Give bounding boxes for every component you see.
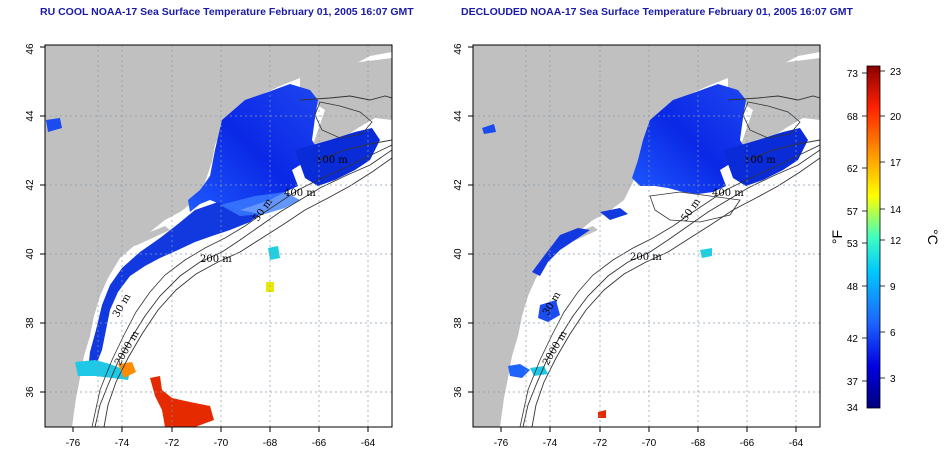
right-sst-shelf-strip <box>532 228 590 276</box>
right-lat-tick: 46 <box>453 43 464 55</box>
left-map-title: RU COOL NOAA-17 Sea Surface Temperature … <box>40 6 414 18</box>
colorbar-fahrenheit-tick: 37 <box>847 377 859 388</box>
left-lon-tick: -72 <box>165 438 180 449</box>
right-contour-label-400m: 400 m <box>712 188 744 199</box>
colorbar-fahrenheit-tick: 42 <box>847 334 859 345</box>
colorbar-fahrenheit-tick: 68 <box>847 112 859 123</box>
colorbar-fahrenheit-tick: 53 <box>847 239 859 250</box>
right-lon-tick: -72 <box>593 438 608 449</box>
right-sst-georges-bank <box>723 128 808 186</box>
left-contour-label-400m: 400 m <box>284 188 316 199</box>
left-contour-gom-loop <box>314 101 373 139</box>
left-land-mass <box>45 45 392 427</box>
left-sst-cyan-spot <box>268 246 280 260</box>
left-sst-gulf-stream-red <box>150 376 214 427</box>
left-sst-scatter-north <box>220 192 300 216</box>
colorbar-celsius-tick: 14 <box>890 205 902 216</box>
right-contour-label-100m: 100 m <box>744 155 776 166</box>
left-lon-tick: -68 <box>263 438 278 449</box>
left-lon-tick: -76 <box>66 438 81 449</box>
left-lat-tick: 46 <box>25 43 36 55</box>
left-contour-2000m <box>103 157 392 427</box>
colorbar-fahrenheit-tick: 48 <box>847 282 859 293</box>
right-lon-tick: -64 <box>789 438 804 449</box>
left-contour-200m <box>94 149 392 427</box>
right-lat-tick: 38 <box>453 317 464 329</box>
right-sst-nantucket <box>482 124 496 134</box>
right-contour-inner-loop <box>649 191 741 223</box>
left-sst-georges-bank <box>295 128 380 186</box>
right-map-frame <box>472 44 821 428</box>
colorbar-celsius-tick: 20 <box>890 112 902 123</box>
right-contour-gom-loop <box>742 101 801 139</box>
left-contour-100m <box>299 95 392 161</box>
left-lat-tick: 40 <box>25 248 36 260</box>
colorbar-celsius-tick: 6 <box>890 328 896 339</box>
right-land-mass <box>473 45 820 427</box>
right-grid <box>473 45 820 427</box>
left-lon-tick: -70 <box>214 438 229 449</box>
colorbar: 73 68 62 57 53 48 42 37 34 23 20 17 14 1… <box>829 65 941 414</box>
left-lon-tick: -74 <box>115 438 130 449</box>
colorbar-gradient <box>866 65 881 409</box>
colorbar-fahrenheit-tick: 34 <box>847 403 859 414</box>
right-sst-cyan-spot-2 <box>700 248 712 258</box>
right-contour-label-200m: 200 m <box>630 252 662 263</box>
left-nova-scotia-land <box>300 58 392 150</box>
left-sst-hatteras-warm <box>75 360 130 380</box>
colorbar-ticks <box>862 70 885 382</box>
left-contour-label-200m: 200 m <box>200 254 232 265</box>
right-map-panel: 100 m 400 m 50 m 200 m 30 m 2000 m <box>453 43 821 449</box>
left-map-panel: 100 m 400 m 50 m 200 m 30 m 2000 m <box>25 43 393 449</box>
right-lat-tick: 36 <box>453 386 464 398</box>
right-lon-tick: -74 <box>543 438 558 449</box>
left-sst-nantucket <box>46 118 62 132</box>
left-lat-tick: 36 <box>25 386 36 398</box>
colorbar-fahrenheit-tick: 73 <box>847 69 859 80</box>
right-contour-inner <box>519 144 820 427</box>
right-sst-shelf-patch <box>600 208 628 220</box>
right-lon-tick: -76 <box>494 438 509 449</box>
left-lat-tick: 38 <box>25 317 36 329</box>
colorbar-celsius-tick: 9 <box>890 282 896 293</box>
left-sst-shelf-strip <box>88 202 260 370</box>
left-lon-tick: -66 <box>312 438 327 449</box>
colorbar-celsius-unit: °C <box>925 229 941 245</box>
right-axis-ticks <box>468 46 797 432</box>
left-lat-tick: 44 <box>25 110 36 122</box>
colorbar-fahrenheit-tick: 57 <box>847 207 859 218</box>
right-lat-tick: 40 <box>453 248 464 260</box>
right-sst-gulf-of-maine <box>632 84 746 194</box>
right-lat-tick: 44 <box>453 110 464 122</box>
left-lat-tick: 42 <box>25 179 36 191</box>
left-lon-tick: -64 <box>361 438 376 449</box>
right-contour-200m <box>522 149 820 427</box>
right-lon-tick: -70 <box>642 438 657 449</box>
left-sst-warm-orange <box>118 362 136 378</box>
colorbar-fahrenheit-unit: °F <box>829 230 845 244</box>
right-lat-tick: 42 <box>453 179 464 191</box>
right-lon-tick: -66 <box>740 438 755 449</box>
left-map-frame <box>44 44 393 428</box>
left-long-island <box>130 226 170 246</box>
right-sst-hatteras <box>508 364 530 378</box>
colorbar-celsius-tick: 23 <box>890 67 902 78</box>
left-axis-ticks <box>40 46 369 432</box>
right-lon-tick: -68 <box>691 438 706 449</box>
colorbar-celsius-tick: 17 <box>890 158 902 169</box>
right-map-title: DECLOUDED NOAA-17 Sea Surface Temperatur… <box>461 6 853 18</box>
right-contour-2000m <box>531 157 820 427</box>
right-contour-100m <box>727 95 820 161</box>
colorbar-fahrenheit-tick: 62 <box>847 164 859 175</box>
left-contour-label-100m: 100 m <box>316 155 348 166</box>
colorbar-celsius-tick: 3 <box>890 374 896 385</box>
left-contour-inner <box>91 144 392 427</box>
right-sst-patch-mid <box>538 300 560 322</box>
colorbar-celsius-tick: 12 <box>890 236 902 247</box>
left-grid <box>45 45 392 427</box>
right-nova-scotia-land <box>728 58 820 150</box>
